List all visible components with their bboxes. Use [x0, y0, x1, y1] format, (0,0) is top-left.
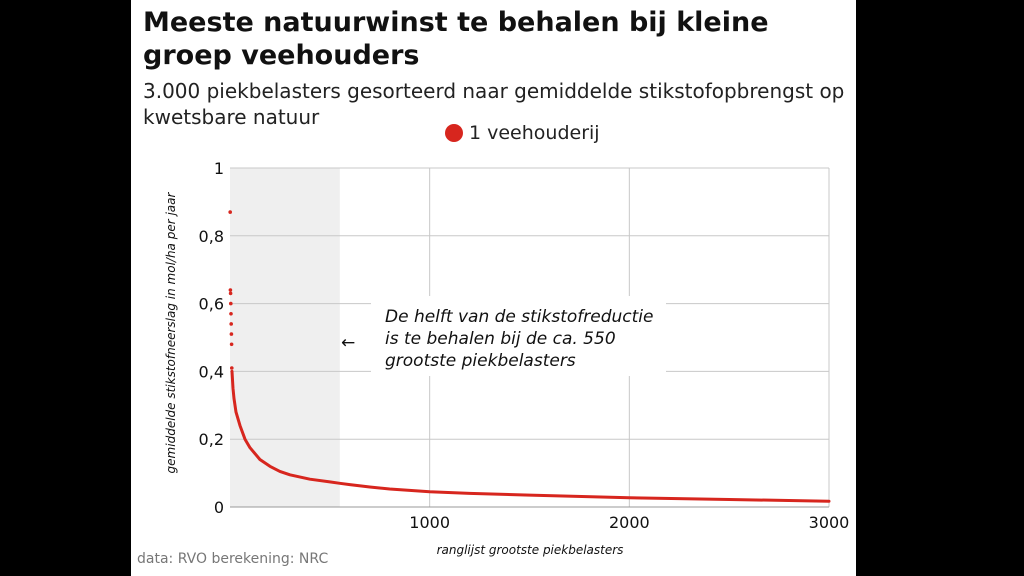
annotation-text-line: is te behalen bij de ca. 550 [385, 329, 616, 349]
y-tick-label: 0,8 [199, 227, 224, 246]
highlight-band [230, 168, 340, 507]
source-note: data: RVO berekening: NRC [137, 551, 329, 567]
y-tick-label: 0,4 [199, 362, 224, 381]
legend-label: 1 veehouderij [469, 122, 600, 144]
chart-subtitle: 3.000 piekbelasters gesorteerd naar gemi… [143, 79, 845, 129]
scatter-chart: 0 0,2 0,4 0,6 0,8 1 1000 2000 3000 ← De helft van … [164, 159, 850, 557]
y-tick-label: 0 [214, 498, 224, 517]
x-tick-label: 3000 [809, 513, 850, 532]
data-point [228, 288, 233, 292]
chart-title: Meeste natuurwinst te behalen bij kleine… [143, 7, 769, 71]
y-axis-label: gemiddelde stikstofneerslag in mol/ha pe… [164, 191, 178, 473]
annotation-text-line: De helft van de stikstofreductie [385, 307, 653, 327]
x-axis-label: ranglijst grootste piekbelasters [437, 543, 624, 557]
data-point [228, 291, 233, 296]
annotation-arrow: ← [341, 333, 355, 353]
data-point [229, 322, 233, 326]
legend-dot-icon [445, 124, 463, 142]
y-tick-label: 0,6 [199, 295, 224, 314]
legend: 1 veehouderij [445, 122, 600, 144]
data-series-line [230, 369, 831, 503]
data-point [229, 311, 233, 316]
chart-card: Meeste natuurwinst te behalen bij kleine… [131, 0, 856, 576]
y-tick-label: 0,2 [199, 430, 224, 449]
data-point [229, 332, 234, 336]
y-tick-label: 1 [214, 159, 224, 178]
annotation-text-line: grootste piekbelasters [385, 351, 576, 371]
x-tick-label: 2000 [609, 513, 650, 532]
x-tick-label: 1000 [409, 513, 450, 532]
data-point [229, 366, 234, 370]
data-point [229, 342, 234, 347]
data-point [228, 210, 232, 214]
data-point [228, 301, 233, 306]
annotation-box [371, 296, 666, 376]
